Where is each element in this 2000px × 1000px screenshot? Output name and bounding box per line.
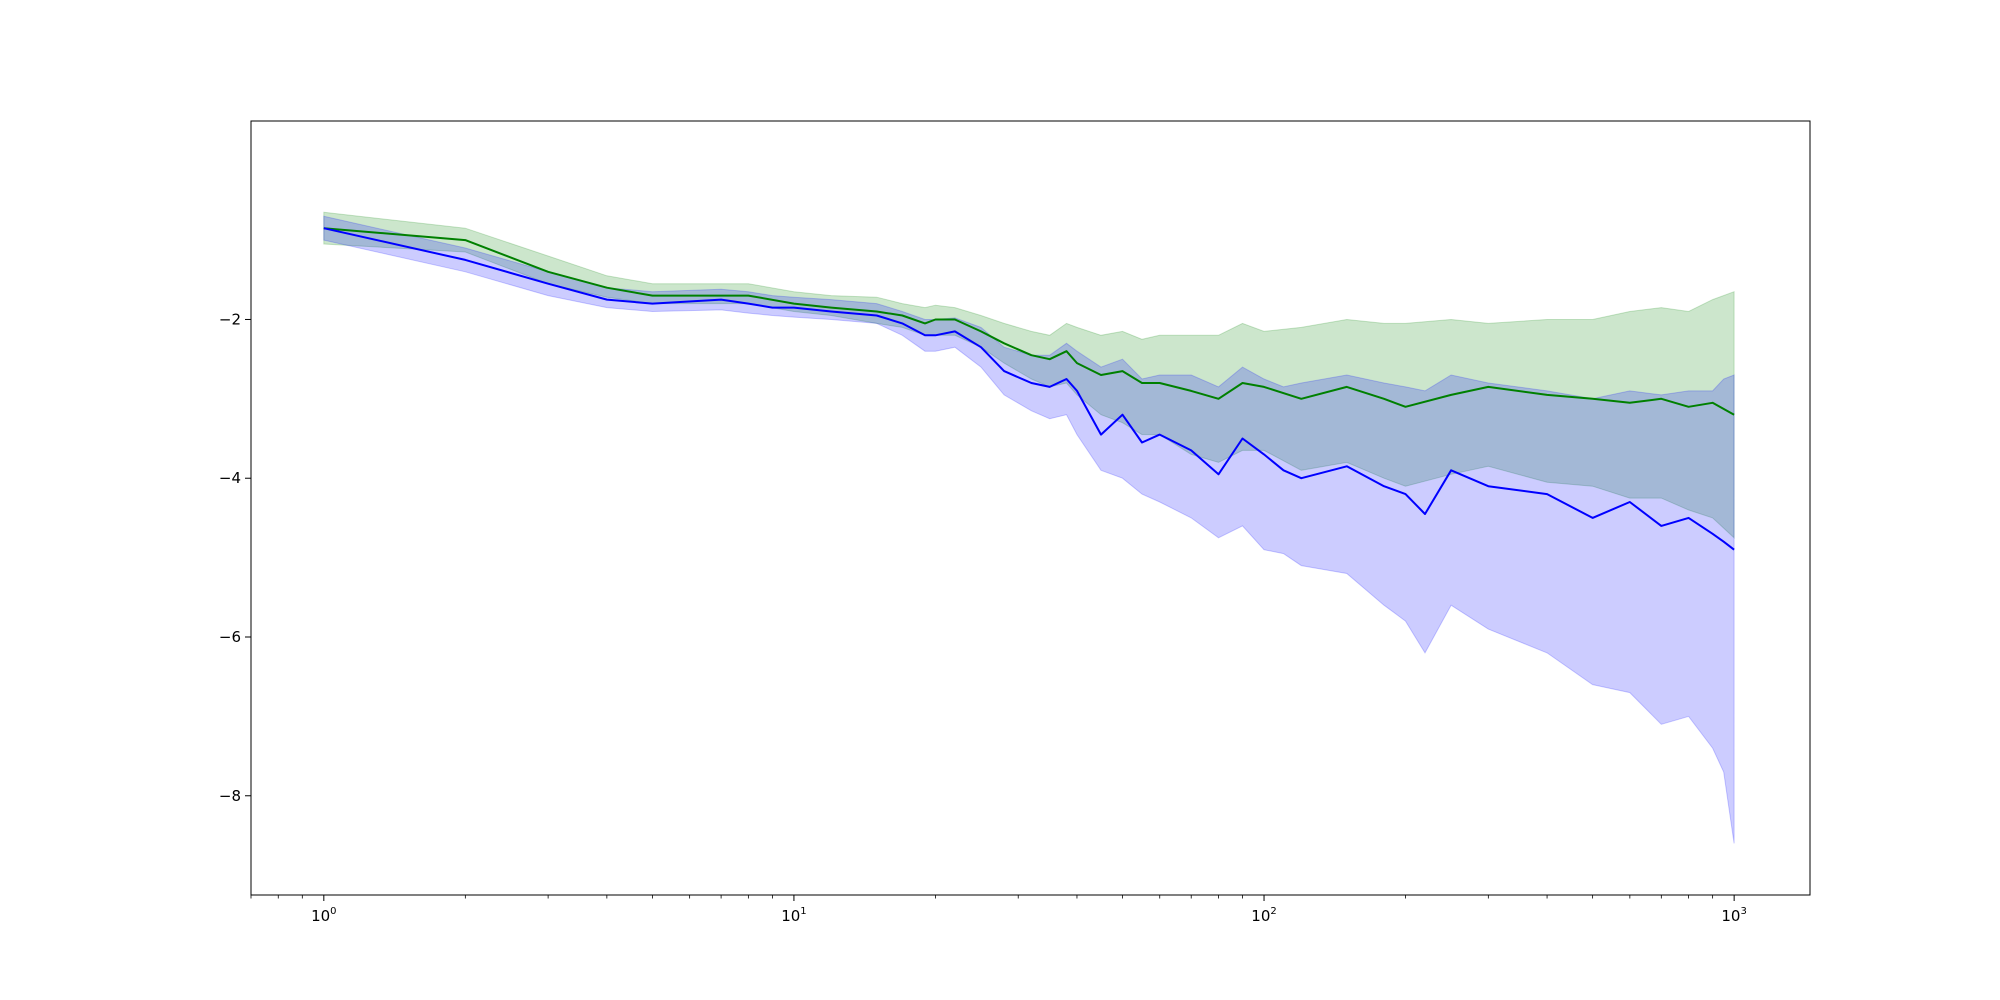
series-1-band <box>323 211 1735 539</box>
y-axis: −2 −4 −6 −8 <box>219 310 251 805</box>
y-tick-label: −6 <box>219 628 241 646</box>
series-lines <box>323 227 1735 551</box>
y-tick-label: −2 <box>219 310 241 328</box>
plot-frame <box>250 120 1811 896</box>
x-tick-label: 101 <box>781 906 806 925</box>
x-tick-label: 102 <box>1251 906 1276 925</box>
x-axis: 100 101 102 103 <box>250 895 1747 925</box>
series-2-band <box>323 215 1735 844</box>
series-2-line <box>323 227 1735 551</box>
x-tick-label: 100 <box>311 906 336 925</box>
y-tick-label: −4 <box>219 469 241 487</box>
confidence-bands <box>323 211 1735 844</box>
x-tick-label: 103 <box>1721 906 1746 925</box>
series-1-line <box>323 227 1735 416</box>
y-tick-label: −8 <box>219 787 241 805</box>
